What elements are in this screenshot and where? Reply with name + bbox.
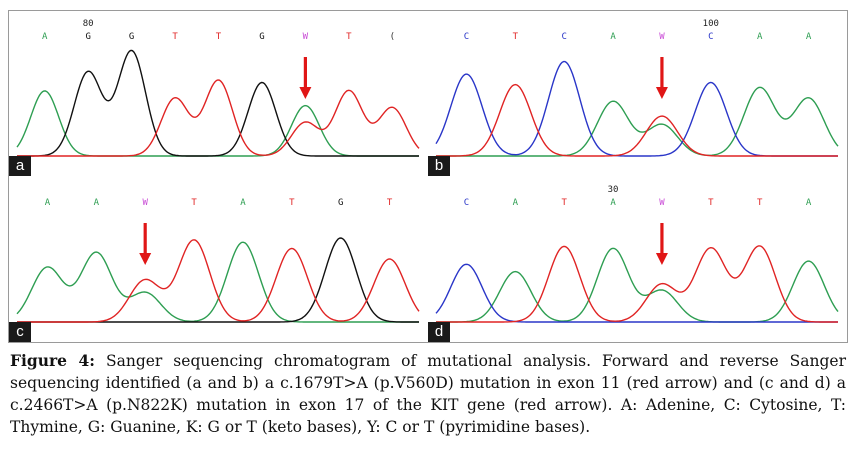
trace-b-C [435,60,838,157]
mutation-arrow-b [655,57,668,99]
base-call-a-8: ( [390,32,395,42]
mutation-arrow-a [299,57,312,99]
trace-a-T [17,79,420,157]
trace-b-A [436,86,839,157]
base-call-a-0: A [42,32,48,42]
base-call-c-2: W [142,198,148,208]
position-label-b: 100 [703,19,719,29]
chromatogram-panel-d: C A T A W T T A 30 d [428,177,847,342]
chromatogram-plot-d: C A T A W T T A 30 [435,185,839,323]
base-call-b-6: A [757,32,763,42]
base-call-d-7: A [806,198,812,208]
base-call-a-5: G [259,32,264,42]
figure-caption-text: Sanger sequencing chromatogram of mutati… [10,352,846,436]
trace-c-A [16,241,419,323]
trace-b-T [436,83,838,157]
trace-d-A [436,247,839,323]
base-call-b-1: T [513,32,519,42]
chromatogram-panel-b: C T C A W C A A 100 b [428,11,847,176]
base-call-b-7: A [806,32,812,42]
base-call-d-2: T [561,198,567,208]
base-call-a-3: T [172,32,178,42]
base-call-a-7: T [346,32,352,42]
base-call-d-4: W [659,198,665,208]
base-call-c-4: A [240,198,246,208]
position-label-d: 30 [608,185,619,195]
base-call-b-0: C [464,32,469,42]
trace-d-T [436,245,838,323]
mutation-arrow-d [655,223,668,265]
chromatogram-plot-c: AAWTATGT120 [16,198,420,323]
panel-label-d: d [428,322,450,342]
base-call-a-1: G [85,32,90,42]
panel-label-c: c [9,322,31,342]
panel-label-a: a [9,156,31,176]
base-call-d-6: T [757,198,763,208]
base-call-d-1: A [513,198,519,208]
base-call-a-2: G [129,32,134,42]
base-call-d-5: T [708,198,714,208]
base-call-b-5: C [708,32,713,42]
base-call-c-1: A [94,198,100,208]
trace-a-A [16,90,419,157]
base-call-c-3: T [191,198,197,208]
trace-d-C [435,263,838,323]
base-call-c-6: G [338,198,343,208]
base-call-c-5: T [289,198,295,208]
base-call-a-4: T [216,32,222,42]
trace-c-T [17,239,420,323]
trace-a-G [17,49,419,157]
chromatogram-plot-b: C T C A W C A A 100 [435,19,839,157]
mutation-arrow-c [139,223,152,265]
base-call-c-7: T [387,198,393,208]
chromatogram-panel-c: AAWTATGT120 c [9,177,428,342]
base-call-b-4: W [659,32,665,42]
figure-caption: Figure 4: Sanger sequencing chromatogram… [10,350,846,438]
base-call-c-0: A [45,198,51,208]
panel-label-b: b [428,156,450,176]
figure-caption-label: Figure 4: [10,351,95,370]
base-call-d-3: A [610,198,616,208]
base-call-d-0: C [464,198,469,208]
chromatogram-panel-a: A G G T T G W T (80 a [9,11,428,176]
base-call-a-6: W [303,32,309,42]
base-call-b-3: A [610,32,616,42]
position-label-a: 80 [83,19,94,29]
chromatogram-plot-a: A G G T T G W T (80 [16,19,420,157]
base-call-b-2: C [561,32,566,42]
